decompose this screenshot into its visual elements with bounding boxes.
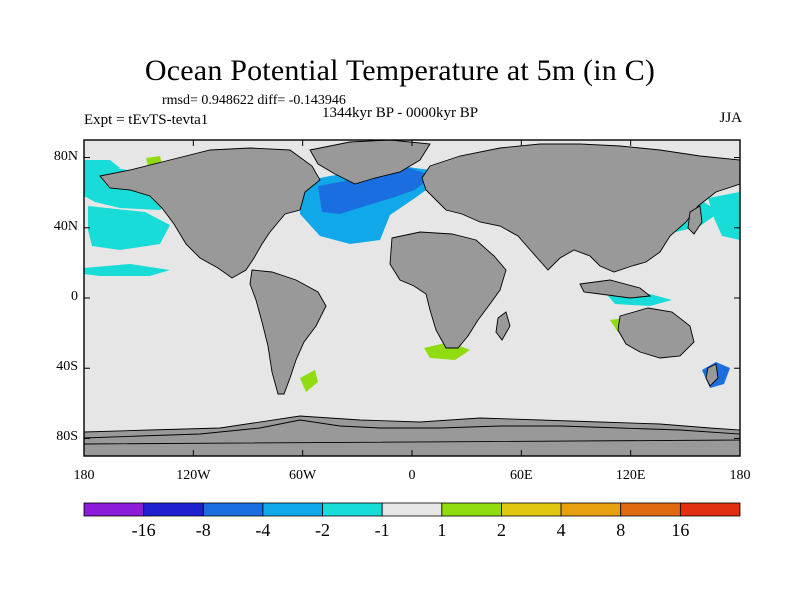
- lon-label: 0: [408, 468, 416, 483]
- colorbar-label: -4: [255, 520, 271, 540]
- land-australia: [617, 307, 695, 359]
- land-madagascar: [495, 311, 511, 341]
- lon-label: 180: [729, 468, 751, 483]
- land-masses: [83, 139, 741, 457]
- colorbar-swatch: [322, 502, 383, 517]
- experiment-label: Expt = tEvTS-tevta1: [84, 112, 209, 128]
- rmsd-diff-stats: rmsd= 0.948622 diff= -0.143946: [162, 93, 346, 108]
- lon-label: 120E: [615, 468, 646, 483]
- land-north-america: [99, 147, 321, 279]
- lon-label: 120W: [176, 468, 211, 483]
- colorbar-swatch: [441, 502, 502, 517]
- colorbar-swatch: [679, 502, 741, 517]
- lat-label: 40S: [56, 359, 78, 375]
- colorbar-swatch: [202, 502, 264, 517]
- colorbar-label: -16: [131, 520, 156, 540]
- land-africa: [389, 231, 507, 349]
- lon-label: 60W: [289, 468, 317, 483]
- lon-label: 180: [73, 468, 95, 483]
- colorbar: [83, 502, 741, 517]
- land-indonesia: [579, 279, 652, 299]
- lon-label: 60E: [510, 468, 533, 483]
- period-label: 1344kyr BP - 0000kyr BP: [322, 105, 479, 121]
- colorbar-label: -8: [195, 520, 211, 540]
- colorbar-swatch: [262, 502, 323, 517]
- colorbar-label: 4: [556, 520, 566, 540]
- plot-title: Ocean Potential Temperature at 5m (in C): [144, 54, 656, 87]
- cyan-anomaly-tropical-pacific: [84, 264, 170, 276]
- lat-label: 40N: [53, 218, 78, 234]
- colorbar-label: 2: [496, 520, 506, 540]
- cyan-anomaly-arctic-west: [84, 160, 120, 172]
- colorbar-swatch: [143, 502, 204, 517]
- colorbar-label: -1: [374, 520, 390, 540]
- colorbar-swatch: [560, 502, 622, 517]
- blue-anomaly-north-atlantic: [318, 168, 432, 214]
- colorbar-swatch: [501, 502, 562, 517]
- lat-label: 80S: [56, 429, 78, 445]
- land-new-zealand: [705, 363, 719, 387]
- green-anomaly-south-atlantic: [300, 370, 318, 392]
- land-eurasia: [421, 143, 741, 273]
- land-south-america: [249, 269, 327, 395]
- colorbar-swatch: [620, 502, 681, 517]
- cyan-anomaly-northeast-pacific-edge: [708, 192, 740, 240]
- colorbar-label: -2: [315, 520, 331, 540]
- colorbar-label: 1: [437, 520, 447, 540]
- land-japan: [687, 205, 703, 235]
- colorbar-label: 16: [671, 520, 690, 540]
- colorbar-swatch: [83, 502, 145, 517]
- axis-ticks: [83, 140, 741, 456]
- lat-label: 0: [71, 289, 78, 304]
- cyan-anomaly-northeast-pacific: [88, 206, 170, 250]
- season-label: JJA: [719, 110, 742, 126]
- lat-label: 80N: [53, 148, 78, 164]
- colorbar-swatch: [381, 502, 443, 517]
- colorbar-label: 8: [616, 520, 626, 540]
